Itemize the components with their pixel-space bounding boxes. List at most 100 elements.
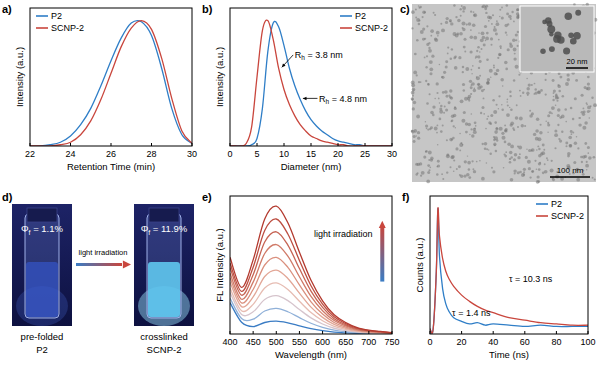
tem-particle <box>506 4 509 7</box>
tem-particle <box>478 83 480 85</box>
tem-particle <box>422 28 425 31</box>
tem-particle <box>427 83 429 85</box>
tem-particle <box>582 155 586 159</box>
tem-particle <box>477 55 480 58</box>
tem-particle <box>429 93 431 95</box>
tem-particle <box>454 66 458 70</box>
tem-particle <box>514 53 516 55</box>
tem-particle <box>485 12 487 14</box>
tem-particle <box>426 55 428 57</box>
tem-particle <box>587 105 591 109</box>
chart-panel: e)400450500550600650700750Wavelength (nm… <box>202 191 400 360</box>
x-tick-label: 10 <box>279 149 289 159</box>
tem-particle <box>499 45 501 47</box>
legend-label: SCNP-2 <box>551 211 584 221</box>
series-line <box>430 208 588 333</box>
tem-particle <box>499 127 503 131</box>
tem-particle <box>440 130 443 133</box>
tem-particle <box>558 138 560 140</box>
tem-particle <box>551 106 555 110</box>
tem-particle <box>492 14 494 16</box>
tem-particle <box>503 167 505 169</box>
tem-particle <box>483 97 485 99</box>
tem-particle <box>509 151 513 155</box>
tem-particle <box>447 47 449 49</box>
tem-particle <box>424 57 426 59</box>
tem-particle <box>411 97 414 100</box>
tem-particle <box>538 148 540 150</box>
tem-particle <box>533 133 536 136</box>
tem-particle <box>549 111 552 114</box>
tem-particle <box>486 118 488 120</box>
tem-particle <box>427 164 430 167</box>
series-line <box>30 21 192 146</box>
tem-particle <box>453 114 456 117</box>
tem-particle <box>473 170 476 173</box>
tem-particle <box>587 82 590 85</box>
tem-particle <box>455 147 458 150</box>
y-axis-title: Intensity (a.u.) <box>214 47 225 107</box>
tem-particle <box>436 31 440 35</box>
tem-particle <box>586 102 588 104</box>
x-axis-title: Diameter (nm) <box>281 161 342 172</box>
tem-particle <box>576 136 578 138</box>
x-tick <box>524 331 525 334</box>
tem-particle <box>467 161 471 165</box>
tem-particle <box>473 13 477 17</box>
tem-particle <box>418 23 421 26</box>
tem-particle <box>587 76 590 79</box>
tem-particle <box>547 114 550 117</box>
tem-particle <box>529 176 531 178</box>
tem-particle <box>494 130 498 134</box>
tem-particle <box>578 123 581 126</box>
tem-particle <box>439 118 442 121</box>
tem-particle <box>483 89 485 91</box>
tem-particle <box>506 113 510 117</box>
tem-particle <box>517 156 520 159</box>
tem-particle <box>479 60 482 63</box>
tem-particle <box>473 128 476 131</box>
tem-particle <box>422 10 426 14</box>
tem-particle <box>453 170 455 172</box>
tem-particle <box>536 117 539 120</box>
tem-particle <box>462 83 465 86</box>
tem-particle <box>492 99 495 102</box>
tem-particle <box>420 30 424 34</box>
tem-particle <box>528 84 531 87</box>
tem-particle <box>474 121 477 124</box>
tem-particle <box>526 149 527 150</box>
tem-particle <box>453 4 456 7</box>
x-tick-label: 40 <box>488 337 498 347</box>
tem-particle <box>446 95 449 98</box>
tem-particle <box>424 11 426 13</box>
tem-particle <box>492 170 495 173</box>
tem-particle <box>471 113 473 115</box>
tem-inset-particle <box>540 49 546 55</box>
tem-particle <box>457 33 460 36</box>
tem-particle <box>582 107 584 109</box>
annotation-arrow <box>282 55 293 67</box>
vial-photo: Φf = 11.9% <box>134 204 194 326</box>
tem-particle <box>575 79 578 82</box>
tem-particle <box>446 154 450 158</box>
tem-particle <box>471 82 475 86</box>
tem-particle <box>505 151 507 153</box>
tem-particle <box>496 69 499 72</box>
tem-particle <box>509 161 512 164</box>
tem-particle <box>590 105 592 107</box>
chart-panel: b)051015202530Diameter (nm)Intensity (a.… <box>202 3 397 172</box>
tem-particle <box>543 149 545 151</box>
x-tick <box>322 331 323 334</box>
tem-particle <box>540 152 544 156</box>
tem-particle <box>517 171 520 174</box>
tem-particle <box>502 136 506 140</box>
text-part: = 11.9% <box>150 223 188 234</box>
tem-particle <box>426 128 428 130</box>
tem-particle <box>476 161 478 163</box>
tem-particle <box>455 127 456 128</box>
tem-particle <box>587 110 590 113</box>
panel-label: c) <box>400 3 410 15</box>
panel-label: a) <box>2 3 12 15</box>
tem-particle <box>528 167 531 170</box>
x-tick <box>284 143 285 146</box>
